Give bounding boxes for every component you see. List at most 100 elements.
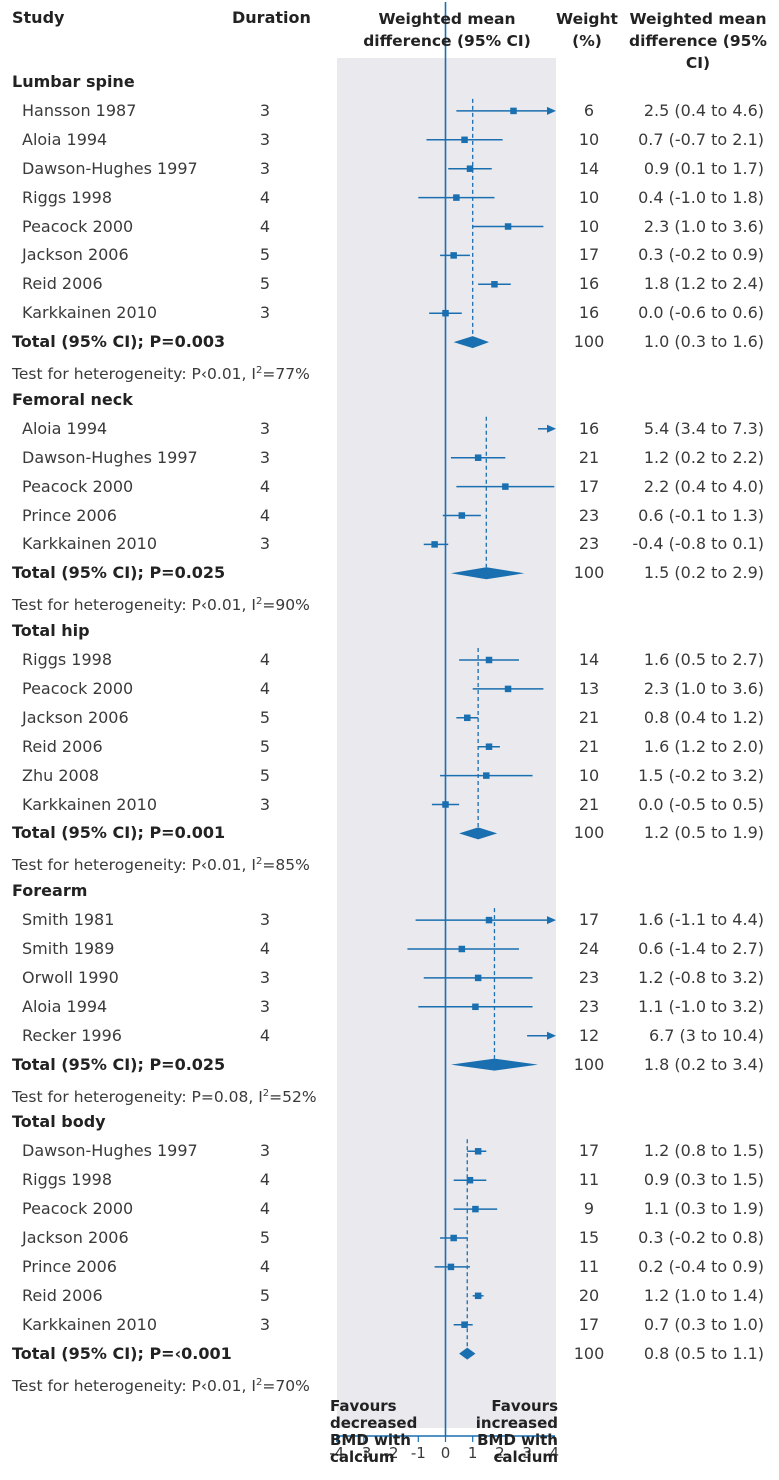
study-ci-text: 1.2 (-0.8 to 3.2)	[638, 967, 764, 987]
point-estimate	[450, 1234, 457, 1242]
group-heading: Total body	[12, 1112, 106, 1132]
study-duration: 3	[259, 534, 271, 554]
study-ci-text: 0.2 (-0.4 to 0.9)	[638, 1256, 764, 1276]
point-estimate	[461, 136, 468, 144]
study-duration: 3	[259, 794, 271, 814]
heterogeneity-test: Test for heterogeneity: P=0.08, I2=52%	[12, 1084, 317, 1107]
study-duration: 4	[259, 505, 271, 525]
study-weight: 13	[578, 678, 600, 698]
study-duration: 5	[259, 274, 271, 294]
header-wmd-plot: Weighted mean difference (95% CI)	[340, 8, 554, 52]
study-duration: 4	[259, 650, 271, 669]
study-weight: 16	[578, 418, 600, 438]
group-heading: Total hip	[12, 621, 90, 641]
study-weight: 11	[578, 1256, 600, 1276]
study-weight: 21	[578, 447, 600, 467]
study-name: Reid 2006	[22, 274, 103, 294]
study-duration: 3	[259, 303, 271, 323]
pooled-diamond	[459, 1347, 476, 1360]
total-weight: 100	[573, 332, 605, 352]
heterogeneity-sup: 2	[255, 856, 263, 868]
point-estimate	[474, 974, 482, 982]
study-ci-text: 6.7 (3 to 10.4)	[648, 1025, 764, 1045]
point-estimate	[485, 656, 493, 664]
heterogeneity-test: Test for heterogeneity: P‹0.01, I2=90%	[12, 592, 310, 615]
study-weight: 20	[578, 1285, 600, 1305]
study-name: Riggs 1998	[22, 650, 113, 669]
study-name: Aloia 1994	[22, 418, 108, 438]
study-name: Dawson-Hughes 1997	[22, 1141, 198, 1161]
study-name: Riggs 1998	[22, 187, 113, 207]
x-tick-label: -1	[410, 1444, 426, 1462]
heterogeneity-test: Test for heterogeneity: P‹0.01, I2=70%	[12, 1373, 310, 1396]
group-heading: Forearm	[12, 881, 88, 901]
study-name: Dawson-Hughes 1997	[22, 158, 198, 178]
study-ci-text: 2.3 (1.0 to 3.6)	[643, 216, 764, 236]
study-ci-text: 0.0 (-0.6 to 0.6)	[638, 303, 764, 323]
study-ci-text: 1.5 (-0.2 to 3.2)	[638, 765, 764, 785]
x-tick-label: 1	[467, 1444, 478, 1462]
study-weight: 24	[578, 939, 600, 958]
study-ci-text: 1.1 (0.3 to 1.9)	[643, 1199, 764, 1219]
study-duration: 4	[259, 476, 271, 496]
header-weight: Weight (%)	[555, 8, 619, 52]
favours-right-line1: Favours	[491, 1397, 558, 1415]
total-label: Total (95% CI); P=0.025	[12, 1054, 226, 1074]
study-ci-text: 0.7 (0.3 to 1.0)	[643, 1314, 764, 1334]
study-weight: 17	[578, 476, 600, 496]
point-estimate	[466, 165, 474, 172]
point-estimate	[474, 1148, 482, 1155]
pooled-diamond	[453, 336, 490, 349]
study-ci-text: 0.9 (0.1 to 1.7)	[643, 158, 764, 178]
study-ci-text: 0.0 (-0.5 to 0.5)	[638, 794, 764, 814]
header-study: Study	[12, 8, 65, 27]
favours-left-label: Favours decreased BMD with calcium	[330, 1398, 417, 1466]
study-name: Orwoll 1990	[22, 967, 119, 987]
heterogeneity-prefix: Test for heterogeneity: P‹0.01, I	[12, 365, 256, 384]
point-estimate	[483, 772, 490, 779]
study-ci-text: 1.8 (1.2 to 2.4)	[643, 274, 764, 294]
point-estimate	[461, 1321, 468, 1328]
favours-right-line3: BMD with	[477, 1431, 558, 1449]
point-estimate	[485, 743, 493, 750]
total-ci-text: 1.0 (0.3 to 1.6)	[643, 332, 764, 352]
pooled-diamond	[450, 567, 525, 580]
study-ci-text: 1.2 (0.2 to 2.2)	[643, 447, 764, 467]
study-duration: 4	[259, 1170, 271, 1190]
favours-left-line3: BMD with	[330, 1431, 411, 1449]
heterogeneity-suffix: =85%	[262, 856, 310, 875]
study-ci-text: 1.6 (1.2 to 2.0)	[643, 736, 764, 756]
heterogeneity-sup: 2	[255, 365, 263, 376]
study-duration: 5	[259, 707, 271, 727]
total-label: Total (95% CI); P=0.025	[12, 563, 226, 583]
study-duration: 4	[259, 187, 271, 207]
ci-arrow-right	[547, 106, 556, 115]
group-heading: Femoral neck	[12, 389, 133, 409]
study-name: Karkkainen 2010	[22, 1314, 158, 1334]
total-label: Total (95% CI); P=0.003	[12, 332, 226, 352]
study-duration: 3	[259, 129, 271, 149]
plot-background	[337, 58, 556, 1428]
x-tick-label: -4	[329, 1444, 345, 1462]
heterogeneity-sup: 2	[255, 1376, 263, 1388]
study-name: Riggs 1998	[22, 1170, 113, 1190]
study-name: Aloia 1994	[22, 129, 108, 149]
point-estimate	[453, 194, 460, 201]
study-ci-text: 1.6 (0.5 to 2.7)	[643, 650, 764, 669]
heterogeneity-sup: 2	[262, 1087, 270, 1099]
study-weight: 9	[583, 1199, 595, 1219]
point-estimate	[466, 1176, 474, 1184]
study-weight: 17	[578, 1141, 600, 1161]
study-name: Peacock 2000	[22, 678, 134, 698]
total-weight: 100	[573, 1343, 605, 1363]
study-duration: 3	[259, 418, 271, 438]
study-duration: 5	[259, 736, 271, 756]
study-ci-text: 0.7 (-0.7 to 2.1)	[638, 129, 764, 149]
study-name: Prince 2006	[22, 1256, 117, 1276]
study-ci-text: 1.1 (-1.0 to 3.2)	[638, 996, 764, 1016]
study-duration: 4	[259, 1199, 271, 1219]
study-name: Peacock 2000	[22, 216, 134, 236]
study-name: Jackson 2006	[22, 245, 129, 265]
study-weight: 10	[578, 216, 600, 236]
